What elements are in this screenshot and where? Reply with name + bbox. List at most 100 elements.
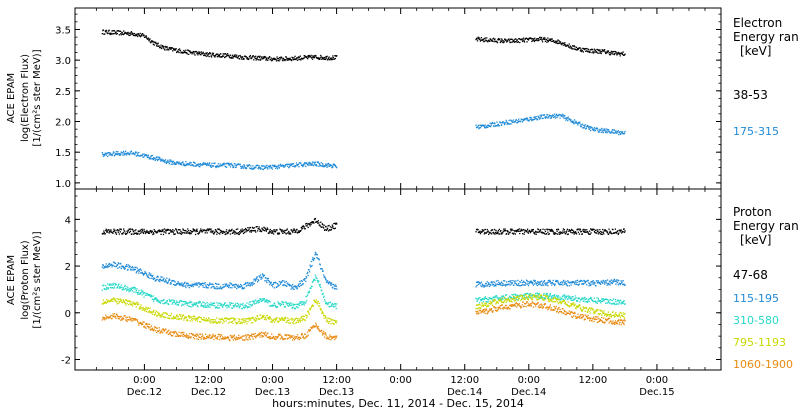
data-point bbox=[322, 292, 324, 295]
data-point bbox=[225, 231, 227, 233]
data-point bbox=[480, 125, 483, 128]
data-point bbox=[219, 165, 221, 167]
data-point bbox=[549, 40, 551, 42]
data-point bbox=[294, 307, 297, 310]
data-point bbox=[263, 299, 265, 301]
data-point bbox=[302, 303, 304, 305]
data-point bbox=[270, 232, 272, 234]
data-point bbox=[194, 282, 196, 284]
data-point bbox=[534, 37, 536, 39]
data-point bbox=[493, 300, 495, 302]
data-point bbox=[332, 323, 334, 325]
data-point bbox=[525, 283, 527, 285]
data-point bbox=[302, 165, 304, 168]
data-point bbox=[532, 281, 534, 283]
data-point bbox=[536, 231, 538, 233]
data-point bbox=[232, 57, 234, 59]
data-point bbox=[298, 320, 300, 322]
data-point bbox=[555, 280, 557, 283]
data-point bbox=[202, 301, 204, 303]
data-point bbox=[126, 230, 128, 232]
data-point bbox=[229, 233, 232, 235]
data-point bbox=[225, 163, 227, 165]
data-point bbox=[582, 283, 584, 285]
data-point bbox=[257, 301, 259, 303]
data-point bbox=[325, 164, 328, 167]
data-point bbox=[535, 292, 537, 295]
data-point bbox=[149, 38, 151, 40]
data-point bbox=[517, 41, 519, 43]
data-point bbox=[322, 226, 324, 228]
data-point bbox=[306, 277, 308, 279]
data-point bbox=[143, 308, 146, 310]
data-point bbox=[120, 298, 122, 300]
data-point bbox=[615, 279, 617, 281]
data-point bbox=[186, 285, 188, 287]
data-point bbox=[174, 300, 176, 302]
data-point bbox=[568, 46, 570, 48]
data-point bbox=[226, 307, 228, 309]
data-point bbox=[614, 303, 616, 306]
data-point bbox=[206, 164, 208, 167]
data-point bbox=[178, 313, 181, 316]
data-point bbox=[219, 163, 221, 165]
data-point bbox=[198, 300, 201, 303]
data-point bbox=[335, 322, 337, 324]
data-point bbox=[163, 231, 165, 233]
data-point bbox=[567, 280, 569, 282]
data-point bbox=[180, 164, 183, 166]
data-point bbox=[310, 306, 313, 308]
data-point bbox=[277, 165, 279, 167]
data-point bbox=[284, 59, 286, 61]
data-point bbox=[542, 117, 544, 119]
data-point bbox=[166, 301, 168, 303]
data-point bbox=[331, 58, 333, 61]
data-point bbox=[209, 306, 211, 308]
data-point bbox=[541, 231, 543, 233]
data-point bbox=[496, 296, 498, 298]
data-point bbox=[233, 319, 235, 321]
data-point bbox=[226, 54, 228, 57]
data-point bbox=[156, 278, 158, 281]
data-point bbox=[589, 283, 591, 286]
data-point bbox=[501, 124, 503, 126]
data-point bbox=[543, 292, 545, 295]
data-point bbox=[287, 302, 289, 304]
data-point bbox=[562, 284, 564, 286]
data-point bbox=[286, 229, 288, 231]
data-point bbox=[616, 132, 618, 134]
data-point bbox=[205, 319, 207, 321]
data-point bbox=[604, 283, 606, 285]
data-point bbox=[321, 223, 323, 225]
data-point bbox=[216, 53, 218, 55]
data-point bbox=[501, 296, 503, 298]
data-point bbox=[181, 317, 183, 319]
data-point bbox=[242, 321, 244, 323]
data-point bbox=[500, 297, 502, 299]
data-point bbox=[112, 232, 114, 234]
data-point bbox=[589, 298, 591, 300]
data-point bbox=[254, 56, 256, 58]
data-point bbox=[162, 316, 164, 318]
data-point bbox=[123, 30, 125, 32]
data-point bbox=[293, 57, 295, 59]
data-point bbox=[573, 305, 576, 307]
data-point bbox=[616, 280, 618, 283]
data-point bbox=[615, 301, 617, 303]
data-point bbox=[529, 280, 532, 282]
data-point bbox=[590, 129, 592, 132]
data-point bbox=[110, 300, 113, 302]
data-point bbox=[134, 153, 136, 156]
data-point bbox=[590, 309, 592, 311]
data-point bbox=[329, 165, 331, 167]
data-point bbox=[528, 38, 530, 40]
data-point bbox=[548, 298, 550, 301]
data-point bbox=[600, 302, 602, 304]
data-point bbox=[325, 278, 327, 280]
data-point bbox=[107, 32, 109, 34]
data-point bbox=[304, 163, 306, 165]
data-point bbox=[149, 274, 151, 276]
data-point bbox=[282, 164, 284, 167]
data-point bbox=[109, 283, 111, 285]
data-point bbox=[576, 281, 578, 284]
